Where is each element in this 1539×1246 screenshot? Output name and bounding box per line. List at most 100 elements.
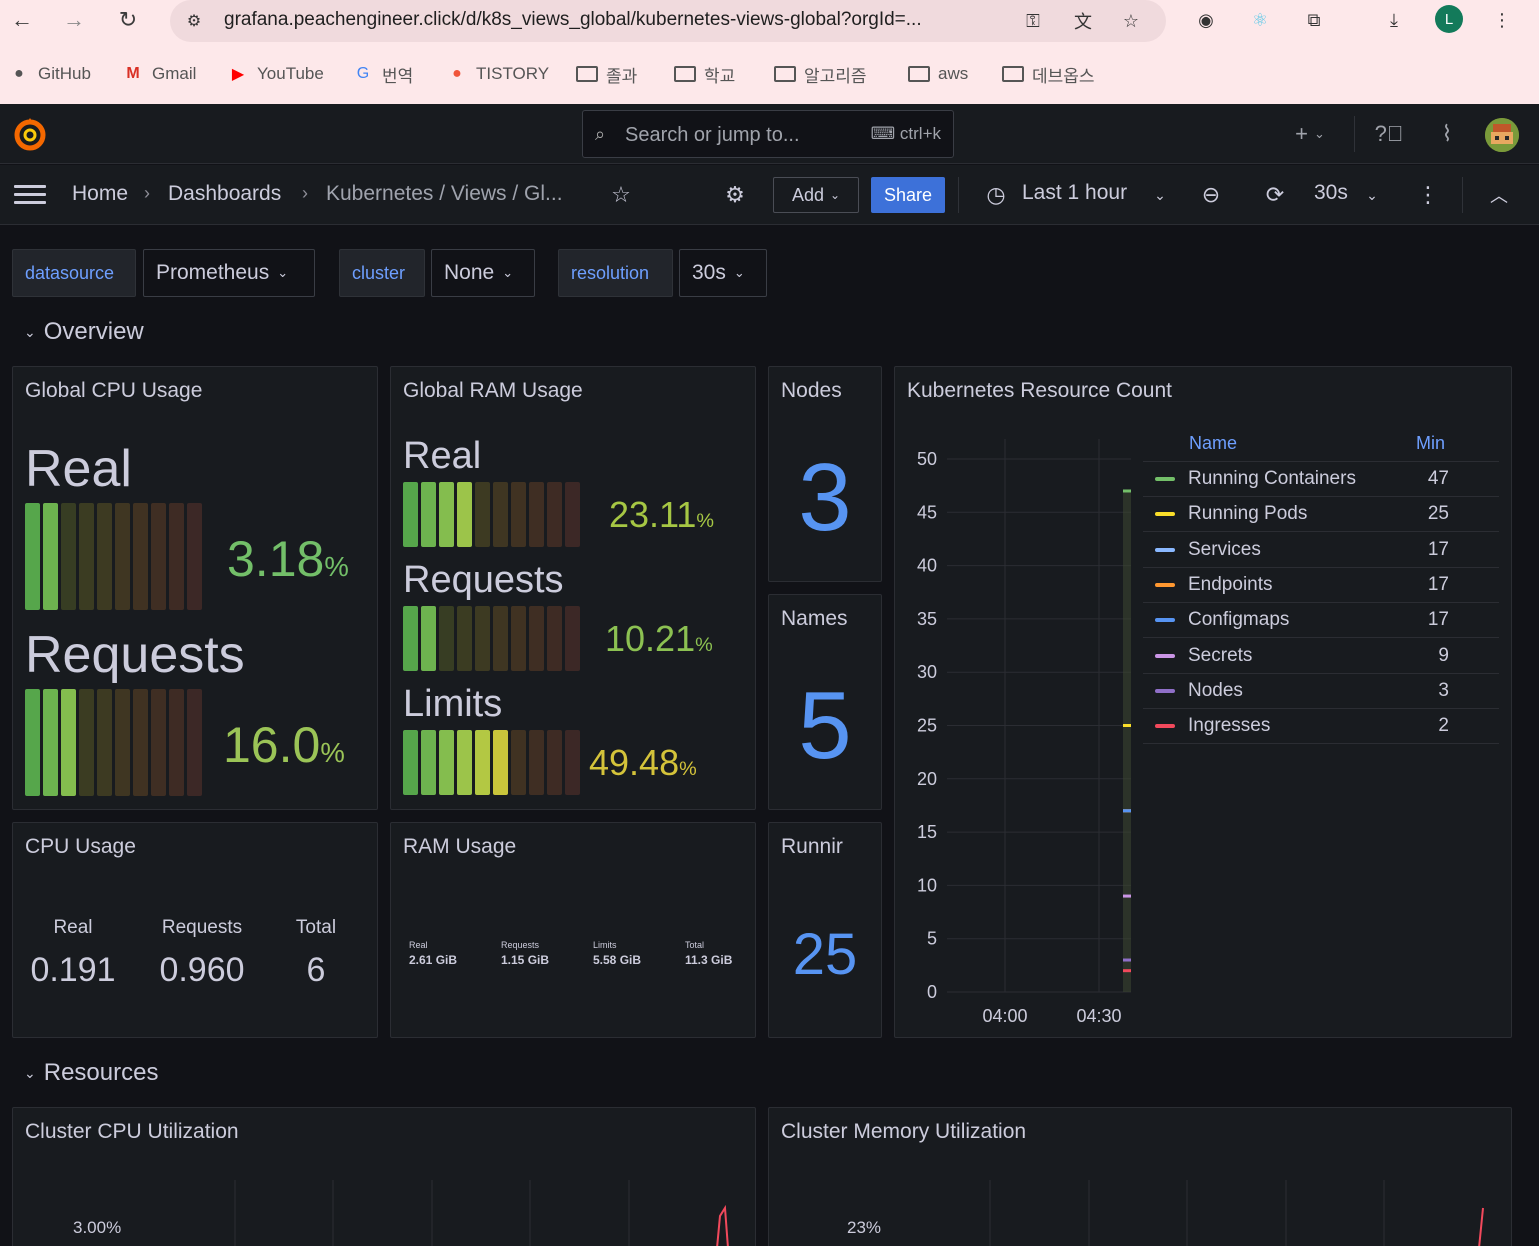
panel-global-ram-usage[interactable]: Global RAM Usage Real 23.11% Requests 10…	[390, 366, 756, 810]
gauge-cell	[565, 730, 580, 795]
gauge-cell	[61, 503, 76, 610]
panel-ram-usage[interactable]: RAM Usage Real 2.61 GiB Requests 1.15 GiB …	[390, 822, 756, 1038]
variable-select-resolution[interactable]: 30s ⌄	[679, 249, 767, 297]
gauge-cell	[457, 606, 472, 671]
panel-running-pods[interactable]: Runnir 25	[768, 822, 882, 1038]
cluster-memory-chart[interactable]	[769, 1108, 1512, 1246]
legend-row[interactable]: Nodes 3	[1143, 674, 1499, 709]
collapse-chevron-up-icon[interactable]: ︿	[1490, 186, 1508, 206]
panel-kubernetes-resource-count[interactable]: Kubernetes Resource Count 50 45 40 35 30 25 20…	[894, 366, 1512, 1038]
help-icon[interactable]: ?⃝	[1374, 121, 1404, 146]
y-tick-label: 35	[917, 609, 937, 629]
more-vertical-icon[interactable]: ⋮	[1417, 182, 1439, 207]
bookmark-star-icon[interactable]: ☆	[1122, 10, 1140, 31]
bookmark-translate[interactable]: G 번역	[352, 62, 414, 86]
panel-title: Nodes	[781, 379, 842, 402]
panel-global-cpu-usage[interactable]: Global CPU Usage Real 3.18% Requests 16.…	[12, 366, 378, 810]
refresh-icon[interactable]: ⟳	[1265, 182, 1285, 207]
grafana-logo-icon[interactable]	[12, 116, 48, 152]
panel-namespaces[interactable]: Names 5	[768, 594, 882, 810]
zoom-out-icon[interactable]: ⊖	[1201, 182, 1221, 207]
legend-row[interactable]: Endpoints 17	[1143, 568, 1499, 603]
cluster-cpu-chart[interactable]	[13, 1108, 756, 1246]
variable-select-datasource[interactable]: Prometheus ⌄	[143, 249, 315, 297]
bookmark-folder-school[interactable]: 학교	[674, 62, 735, 86]
gauge-cell	[43, 689, 58, 796]
legend-swatch	[1155, 688, 1175, 693]
add-button[interactable]: Add ⌄	[773, 177, 859, 213]
download-icon[interactable]: ⤓	[1390, 9, 1398, 30]
row-overview[interactable]: ⌄ Overview	[24, 318, 144, 345]
panel-cpu-usage[interactable]: CPU Usage Real 0.191 Requests 0.960 Total 6	[12, 822, 378, 1038]
bookmark-folder-graduation[interactable]: 졸과	[576, 62, 637, 86]
profile-avatar[interactable]: L	[1435, 5, 1463, 33]
react-devtools-icon[interactable]: ⚛	[1251, 9, 1269, 30]
user-avatar[interactable]	[1485, 118, 1519, 152]
stat-column: Requests 0.960	[159, 917, 245, 989]
search-input[interactable]: ⌕ Search or jump to... ⌨ ctrl+k	[582, 110, 954, 158]
menu-hamburger-icon[interactable]	[14, 185, 46, 205]
gauge-bar	[25, 503, 202, 610]
legend-row[interactable]: Configmaps 17	[1143, 603, 1499, 639]
legend-header-min[interactable]: Min	[1416, 433, 1446, 453]
gauge-cell	[61, 689, 76, 796]
variable-select-cluster[interactable]: None ⌄	[431, 249, 535, 297]
bookmark-github[interactable]: ● GitHub	[8, 62, 91, 86]
y-tick-label: 3.00%	[73, 1218, 122, 1237]
gauge-cell	[457, 482, 472, 547]
folder-icon	[1002, 66, 1024, 82]
chevron-down-icon[interactable]: ⌄	[1366, 186, 1378, 203]
bookmark-tistory[interactable]: ● TISTORY	[446, 62, 549, 86]
translate-icon[interactable]: 文	[1074, 12, 1092, 32]
panel-title: RAM Usage	[403, 835, 517, 858]
legend-row[interactable]: Services 17	[1143, 533, 1499, 568]
gauge-value: 3.18%	[227, 531, 349, 587]
panel-cluster-memory-utilization[interactable]: Cluster Memory Utilization 23%	[768, 1107, 1512, 1246]
gauge-cell	[475, 482, 490, 547]
legend-header-name[interactable]: Name	[1189, 433, 1238, 453]
password-key-icon[interactable]: ⚿	[1026, 10, 1040, 31]
rss-news-icon[interactable]: ⌇	[1441, 121, 1453, 146]
reload-icon[interactable]: ↻	[118, 7, 138, 32]
bookmark-youtube[interactable]: ▶ YouTube	[227, 62, 324, 86]
gauge-bar	[25, 689, 202, 796]
gauge-cell	[493, 606, 508, 671]
share-button[interactable]: Share	[871, 177, 945, 213]
panel-cluster-cpu-utilization[interactable]: Cluster CPU Utilization 3.00%	[12, 1107, 756, 1246]
bookmark-folder-devops[interactable]: 데브옵스	[1002, 62, 1095, 86]
bookmark-folder-algorithm[interactable]: 알고리즘	[774, 62, 867, 86]
chevron-down-icon[interactable]: ⌄	[1154, 186, 1166, 203]
legend-row[interactable]: Running Pods 25	[1143, 497, 1499, 533]
back-icon[interactable]: ←	[11, 7, 33, 32]
panel-nodes[interactable]: Nodes 3	[768, 366, 882, 582]
divider	[1143, 461, 1499, 462]
row-resources[interactable]: ⌄ Resources	[24, 1059, 159, 1086]
star-icon[interactable]: ☆	[611, 182, 631, 207]
new-plus-icon[interactable]: + ⌄	[1295, 121, 1325, 146]
refresh-interval-picker[interactable]: 30s	[1314, 181, 1348, 204]
address-bar[interactable]: ⚙ grafana.peachengineer.click/d/k8s_view…	[170, 0, 1166, 42]
settings-gear-icon[interactable]: ⚙	[725, 182, 745, 207]
legend-row[interactable]: Secrets 9	[1143, 639, 1499, 674]
breadcrumb-home[interactable]: Home	[72, 182, 129, 205]
forward-icon[interactable]: →	[63, 7, 85, 32]
bookmark-gmail[interactable]: M Gmail	[122, 62, 196, 86]
breadcrumb-dashboards[interactable]: Dashboards	[168, 182, 282, 205]
gauge-cell	[547, 482, 562, 547]
browser-menu-icon[interactable]: ⋮	[1493, 9, 1511, 30]
chevron-down-icon: ⌄	[277, 265, 289, 280]
time-range-picker[interactable]: Last 1 hour	[1022, 181, 1128, 204]
bookmark-folder-aws[interactable]: aws	[908, 62, 968, 86]
chevron-down-icon: ⌄	[733, 265, 745, 280]
legend-row[interactable]: Running Containers 47	[1143, 462, 1499, 497]
gauge-bar	[403, 482, 580, 547]
legend-row[interactable]: Ingresses 2	[1143, 709, 1499, 745]
chevron-down-icon: ⌄	[24, 323, 36, 340]
extension-icon[interactable]: ◉	[1198, 9, 1214, 30]
panel-title: Names	[781, 607, 848, 630]
url-text[interactable]: grafana.peachengineer.click/d/k8s_views_…	[224, 9, 922, 30]
site-info-icon[interactable]: ⚙	[186, 13, 202, 30]
extensions-puzzle-icon[interactable]: ⧉	[1307, 9, 1321, 30]
variable-label-resolution: resolution	[558, 249, 673, 297]
